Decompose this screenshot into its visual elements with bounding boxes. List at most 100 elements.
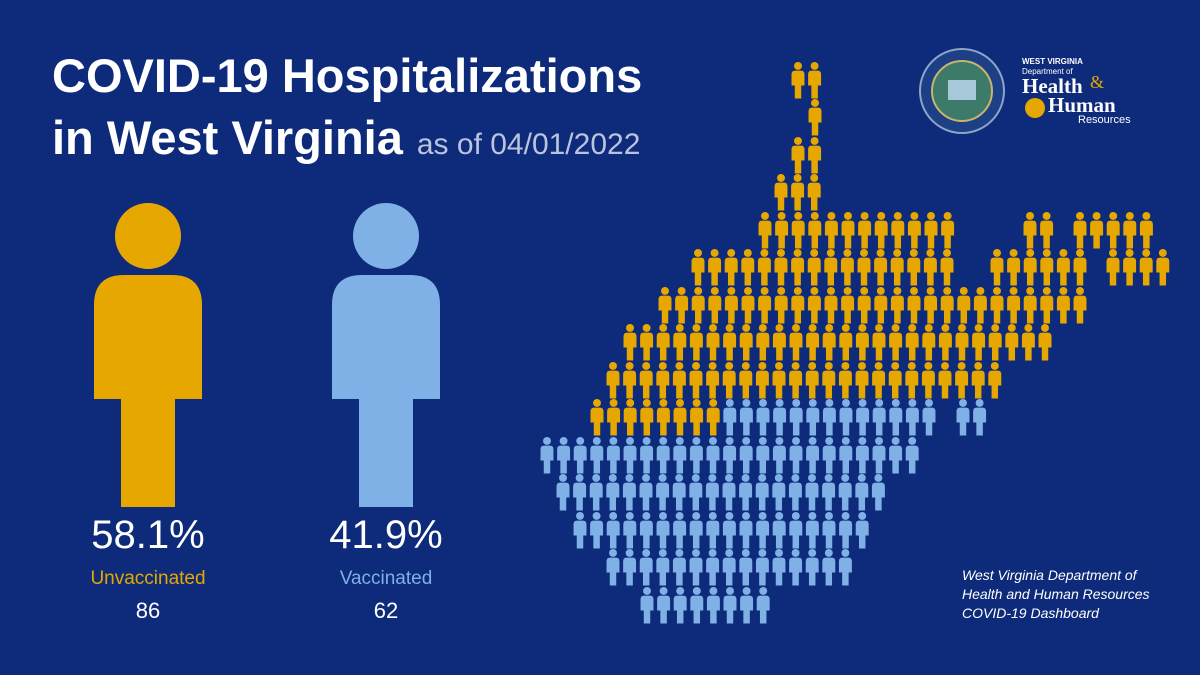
person-body	[923, 257, 937, 286]
group-icon	[94, 203, 202, 507]
person-head	[858, 324, 867, 332]
pictogram-icon	[940, 287, 954, 324]
person-body	[673, 520, 687, 549]
person-body	[773, 407, 787, 436]
person-head	[857, 474, 866, 482]
person-head	[727, 249, 736, 257]
person-body	[1023, 295, 1037, 324]
person-head	[1042, 249, 1051, 257]
pictogram-icon	[907, 287, 921, 324]
pictogram-icon	[772, 474, 786, 511]
person-body	[857, 257, 871, 286]
person-body	[990, 257, 1004, 286]
person-body	[907, 295, 921, 324]
pictogram-icon	[921, 362, 935, 399]
pictogram-icon	[890, 249, 904, 286]
person-head	[625, 512, 634, 520]
person-head	[592, 512, 601, 520]
pictogram-icon	[822, 474, 836, 511]
person-body	[640, 407, 654, 436]
pictogram-icon	[822, 437, 836, 474]
pictogram-icon	[891, 212, 905, 249]
pictogram-icon	[556, 474, 570, 511]
pictogram-icon	[623, 437, 637, 474]
person-body	[922, 332, 936, 361]
person-body	[639, 557, 653, 586]
person-body	[940, 295, 954, 324]
person-body	[1005, 332, 1019, 361]
pictogram-icon	[590, 399, 604, 436]
person-body	[822, 332, 836, 361]
person-body	[874, 257, 888, 286]
person-body	[1123, 220, 1137, 249]
pictogram-icon	[922, 399, 936, 436]
pictogram-icon	[890, 287, 904, 324]
pictogram-icon	[772, 437, 786, 474]
person-body	[791, 145, 805, 174]
source: Health and Human Resources	[962, 586, 1150, 602]
person-body	[1023, 220, 1037, 249]
person-head	[824, 549, 833, 557]
pictogram-icon	[940, 249, 954, 286]
pictogram-icon	[822, 512, 836, 549]
pictogram-icon	[672, 474, 686, 511]
person-body	[639, 370, 653, 399]
person-head	[908, 324, 917, 332]
person-body	[838, 557, 852, 586]
title-line: in West Virginia	[52, 111, 404, 164]
pictogram-icon	[657, 587, 671, 624]
person-head	[844, 212, 852, 220]
pictogram-icon	[705, 474, 719, 511]
pictogram-icon	[1023, 249, 1037, 286]
person-head	[941, 324, 950, 332]
source: West Virginia Department of	[962, 567, 1139, 583]
person-body	[689, 445, 703, 474]
person-head	[709, 399, 718, 407]
person-body	[1023, 257, 1037, 286]
person-body	[791, 220, 805, 249]
person-body	[623, 332, 637, 361]
person-body	[1073, 295, 1087, 324]
person-body	[622, 482, 636, 511]
person-head	[1026, 212, 1034, 220]
person-head	[642, 549, 651, 557]
person-head	[709, 437, 717, 445]
pictogram-icon	[824, 249, 838, 286]
person-head	[777, 174, 785, 182]
person-body	[872, 332, 886, 361]
person-body	[590, 407, 604, 436]
pictogram-icon	[639, 474, 653, 511]
person-body	[739, 557, 753, 586]
person-head	[659, 324, 668, 332]
person-body	[789, 407, 803, 436]
person-head	[675, 512, 684, 520]
person-head	[775, 437, 784, 445]
person-body	[872, 407, 886, 436]
pictogram-icon	[656, 549, 670, 586]
person-head	[725, 437, 734, 445]
person-body	[805, 557, 819, 586]
person-body	[924, 295, 938, 324]
person-body	[1056, 257, 1070, 286]
person-head	[692, 512, 701, 520]
person-body	[772, 332, 786, 361]
person-body	[807, 182, 821, 211]
person-head	[743, 249, 752, 257]
person-head	[1009, 287, 1018, 295]
pictogram-icon	[573, 474, 587, 511]
person-body	[656, 332, 670, 361]
pictogram-icon	[789, 362, 803, 399]
person-head	[958, 324, 966, 332]
pictogram-icon	[755, 549, 769, 586]
person-head	[924, 324, 933, 332]
pictogram-icon	[691, 287, 705, 324]
pictogram-icon	[656, 512, 670, 549]
pictogram-icon	[789, 549, 803, 586]
pictogram-icon	[706, 587, 720, 624]
count-label: 86	[136, 598, 160, 623]
person-body	[805, 482, 819, 511]
pictogram-icon	[756, 324, 770, 361]
person-body	[957, 295, 971, 324]
person-head	[1158, 249, 1167, 257]
pictogram-icon	[808, 99, 822, 136]
